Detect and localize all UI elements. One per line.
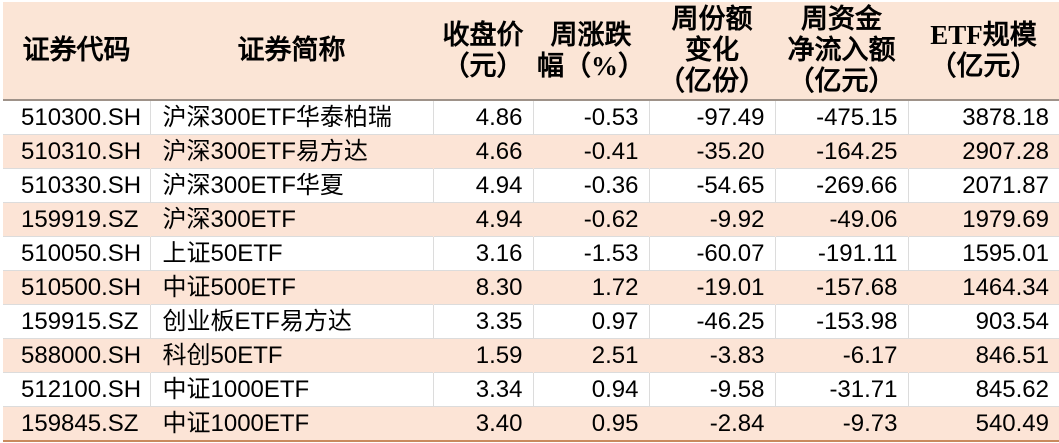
- name-cell: 沪深300ETF易方达: [150, 134, 434, 169]
- table-row: 512100.SH 中证1000ETF 3.34 0.94 -9.58 -31.…: [3, 372, 1059, 407]
- weekly-net-inflow-cell: -6.17: [775, 338, 909, 373]
- weekly-share-change-cell: -60.07: [649, 236, 776, 271]
- table-row: 159919.SZ 沪深300ETF 4.94 -0.62 -9.92 -49.…: [3, 202, 1059, 237]
- code-cell: 510500.SH: [3, 270, 151, 305]
- col-header-weekly-share-change: 周份额 变化 （亿份）: [649, 2, 775, 101]
- etf-scale-cell: 845.62: [908, 372, 1059, 407]
- name-cell: 中证1000ETF: [150, 406, 434, 441]
- name-cell: 沪深300ETF华夏: [150, 168, 434, 203]
- table-row: 510310.SH 沪深300ETF易方达 4.66 -0.41 -35.20 …: [3, 134, 1059, 169]
- etf-scale-cell: 1979.69: [908, 202, 1059, 237]
- etf-scale-cell: 1464.34: [908, 270, 1059, 305]
- code-cell: 510330.SH: [3, 168, 151, 203]
- name-cell: 创业板ETF易方达: [150, 304, 434, 339]
- table-row: 588000.SH 科创50ETF 1.59 2.51 -3.83 -6.17 …: [3, 338, 1059, 373]
- etf-scale-cell: 3878.18: [908, 100, 1059, 135]
- weekly-share-change-cell: -35.20: [649, 134, 776, 169]
- weekly-net-inflow-cell: -157.68: [775, 270, 909, 305]
- code-cell: 159919.SZ: [3, 202, 151, 237]
- code-cell: 588000.SH: [3, 338, 151, 373]
- weekly-net-inflow-cell: -269.66: [775, 168, 909, 203]
- table-row: 510050.SH 上证50ETF 3.16 -1.53 -60.07 -191…: [3, 236, 1059, 271]
- name-cell: 沪深300ETF华泰柏瑞: [150, 100, 434, 135]
- table-row: 159915.SZ 创业板ETF易方达 3.35 0.97 -46.25 -15…: [3, 304, 1059, 339]
- code-cell: 510310.SH: [3, 134, 151, 169]
- close-price-cell: 4.66: [433, 134, 534, 169]
- etf-scale-cell: 2907.28: [908, 134, 1059, 169]
- weekly-net-inflow-cell: -153.98: [775, 304, 909, 339]
- etf-fund-flow-table: 证券代码 证券简称 收盘价 （元） 周涨跌 幅（%） 周份额 变化 （亿份） 周资金 净流…: [3, 2, 1059, 442]
- weekly-net-inflow-cell: -164.25: [775, 134, 909, 169]
- col-header-code: 证券代码: [3, 2, 150, 101]
- close-price-cell: 3.34: [433, 372, 534, 407]
- close-price-cell: 4.94: [433, 202, 534, 237]
- weekly-change-pct-cell: -0.36: [533, 168, 650, 203]
- weekly-net-inflow-cell: -9.73: [775, 406, 909, 441]
- etf-scale-cell: 2071.87: [908, 168, 1059, 203]
- name-cell: 中证1000ETF: [150, 372, 434, 407]
- weekly-change-pct-cell: -1.53: [533, 236, 650, 271]
- close-price-cell: 3.16: [433, 236, 534, 271]
- weekly-change-pct-cell: 0.95: [533, 406, 650, 441]
- name-cell: 沪深300ETF: [150, 202, 434, 237]
- col-header-weekly-net-inflow: 周资金 净流入额 （亿元）: [775, 2, 908, 101]
- weekly-share-change-cell: -19.01: [649, 270, 776, 305]
- weekly-share-change-cell: -2.84: [649, 406, 776, 441]
- etf-scale-cell: 540.49: [908, 406, 1059, 441]
- close-price-cell: 1.59: [433, 338, 534, 373]
- weekly-change-pct-cell: 2.51: [533, 338, 650, 373]
- weekly-change-pct-cell: -0.53: [533, 100, 650, 135]
- col-header-weekly-change-pct: 周涨跌 幅（%）: [533, 2, 649, 101]
- table-row: 510330.SH 沪深300ETF华夏 4.94 -0.36 -54.65 -…: [3, 168, 1059, 203]
- col-header-close-price: 收盘价 （元）: [433, 2, 533, 101]
- etf-scale-cell: 846.51: [908, 338, 1059, 373]
- close-price-cell: 3.40: [433, 406, 534, 441]
- weekly-share-change-cell: -9.92: [649, 202, 776, 237]
- name-cell: 中证500ETF: [150, 270, 434, 305]
- close-price-cell: 4.86: [433, 100, 534, 135]
- code-cell: 512100.SH: [3, 372, 151, 407]
- code-cell: 159915.SZ: [3, 304, 151, 339]
- weekly-change-pct-cell: -0.62: [533, 202, 650, 237]
- weekly-change-pct-cell: 1.72: [533, 270, 650, 305]
- name-cell: 科创50ETF: [150, 338, 434, 373]
- weekly-change-pct-cell: -0.41: [533, 134, 650, 169]
- name-cell: 上证50ETF: [150, 236, 434, 271]
- weekly-net-inflow-cell: -475.15: [775, 100, 909, 135]
- weekly-share-change-cell: -46.25: [649, 304, 776, 339]
- close-price-cell: 8.30: [433, 270, 534, 305]
- etf-scale-cell: 903.54: [908, 304, 1059, 339]
- etf-scale-cell: 1595.01: [908, 236, 1059, 271]
- col-header-name: 证券简称: [150, 2, 433, 101]
- weekly-net-inflow-cell: -49.06: [775, 202, 909, 237]
- code-cell: 159845.SZ: [3, 406, 151, 441]
- weekly-change-pct-cell: 0.97: [533, 304, 650, 339]
- table-row: 510500.SH 中证500ETF 8.30 1.72 -19.01 -157…: [3, 270, 1059, 305]
- weekly-net-inflow-cell: -31.71: [775, 372, 909, 407]
- table-row: 159845.SZ 中证1000ETF 3.40 0.95 -2.84 -9.7…: [3, 406, 1059, 441]
- header-row: 证券代码 证券简称 收盘价 （元） 周涨跌 幅（%） 周份额 变化 （亿份） 周资金 净流…: [3, 2, 1059, 101]
- weekly-share-change-cell: -3.83: [649, 338, 776, 373]
- code-cell: 510050.SH: [3, 236, 151, 271]
- col-header-etf-scale: ETF规模 （亿元）: [908, 2, 1059, 101]
- code-cell: 510300.SH: [3, 100, 151, 135]
- weekly-net-inflow-cell: -191.11: [775, 236, 909, 271]
- weekly-change-pct-cell: 0.94: [533, 372, 650, 407]
- weekly-share-change-cell: -54.65: [649, 168, 776, 203]
- weekly-share-change-cell: -97.49: [649, 100, 776, 135]
- close-price-cell: 4.94: [433, 168, 534, 203]
- close-price-cell: 3.35: [433, 304, 534, 339]
- table-row: 510300.SH 沪深300ETF华泰柏瑞 4.86 -0.53 -97.49…: [3, 100, 1059, 135]
- weekly-share-change-cell: -9.58: [649, 372, 776, 407]
